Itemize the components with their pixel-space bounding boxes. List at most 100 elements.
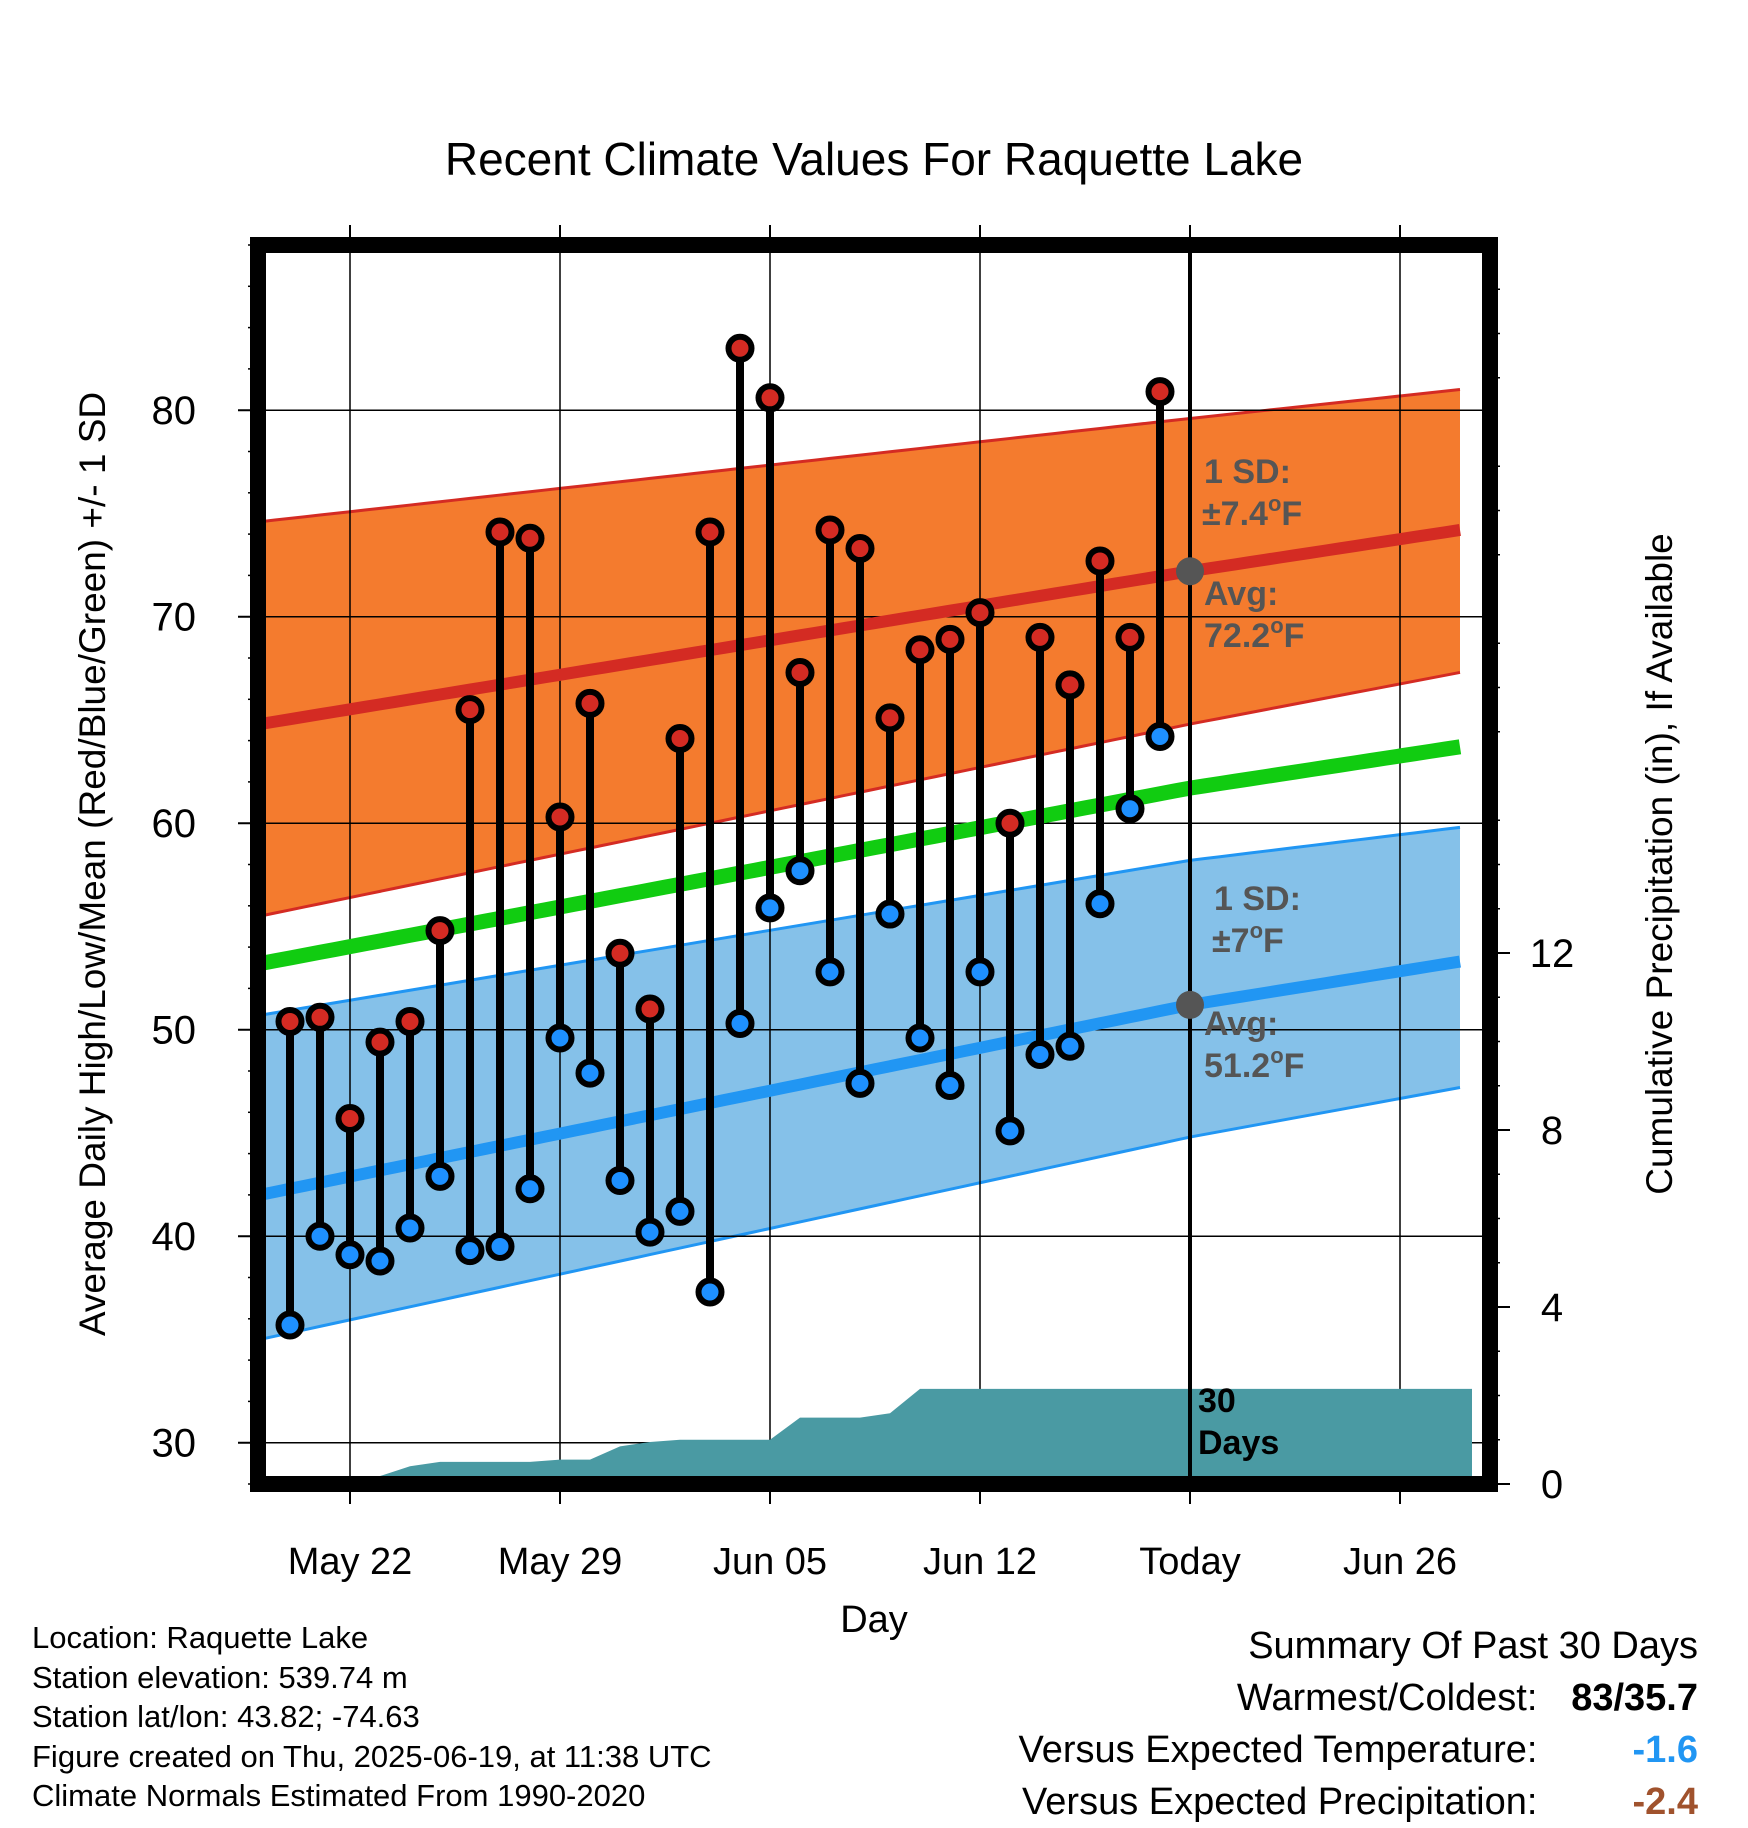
low-sd-label: 1 SD: [1214,880,1301,918]
high-point [665,724,695,754]
y2-tick-label: 12 [1530,932,1575,976]
high-point [965,598,995,628]
high-point [485,517,515,547]
low-point [545,1023,575,1053]
x-tick-label: May 29 [498,1541,623,1583]
low-point [305,1221,335,1251]
temp-row: Versus Expected Temperature: -1.6 [1019,1724,1698,1776]
temp-label: Versus Expected Temperature: [1018,1729,1538,1771]
x-tick-label: Jun 12 [923,1541,1037,1583]
station-info: Location: Raquette Lake Station elevatio… [32,1618,712,1816]
warmest-value: 83/35.7 [1571,1677,1698,1719]
y-axis-label: Average Daily High/Low/Mean (Red/Blue/Gr… [72,392,113,1336]
low-point [1085,889,1115,919]
precip-label: Versus Expected Precipitation: [1022,1781,1538,1823]
low-point [365,1246,395,1276]
y-tick-label: 60 [152,802,197,846]
high-point [1145,377,1175,407]
summary-title: Summary Of Past 30 Days [1248,1625,1698,1667]
low-point [275,1310,305,1340]
low-point [395,1213,425,1243]
low-avg-value: 51.2oF [1204,1043,1304,1085]
high-point [845,534,875,564]
high-point [305,1002,335,1032]
high-upper-edge [259,388,1461,524]
low-point [875,899,905,929]
high-point [695,517,725,547]
low-point [635,1217,665,1247]
location-text: Location: Raquette Lake [32,1620,369,1655]
x-axis-label: Day [840,1599,908,1641]
low-point [785,856,815,886]
high-point [725,333,755,363]
high-point [515,523,545,553]
low-point [1115,794,1145,824]
days-label-number: 30 [1198,1382,1236,1420]
summary-panel: Summary Of Past 30 Days Warmest/Coldest:… [1019,1620,1698,1828]
warmest-label: Warmest/Coldest: [1236,1677,1538,1719]
y-tick-label: 30 [152,1422,197,1466]
y2-tick-label: 4 [1541,1286,1563,1330]
x-tick-label: Jun 05 [713,1541,827,1583]
y2-tick-label: 0 [1541,1463,1563,1507]
low-point [455,1236,485,1266]
high-point [1115,622,1145,652]
y2-tick-label: 8 [1541,1109,1563,1153]
low-point [665,1196,695,1226]
today-low-avg-marker [1176,990,1204,1019]
high-point [785,657,815,687]
high-point [545,802,575,832]
low-point [1145,721,1175,751]
x-tick-label: Today [1139,1541,1240,1583]
y-tick-label: 50 [152,1009,197,1053]
y-tick-label: 70 [152,596,197,640]
low-point [995,1116,1025,1146]
low-point [965,957,995,987]
elevation-text: Station elevation: 539.74 m [32,1659,408,1695]
days-label-text: Days [1198,1424,1279,1462]
precip-area [350,1388,1472,1484]
chart-title: Recent Climate Values For Raquette Lake [445,133,1303,185]
low-point [335,1240,365,1270]
low-point [515,1174,545,1204]
low-point [695,1277,725,1307]
high-avg-label: Avg: [1204,575,1278,613]
high-avg-value: 72.2oF [1204,613,1304,655]
low-point [1025,1039,1055,1069]
today-high-avg-marker [1176,557,1204,586]
low-avg-label: Avg: [1204,1005,1278,1043]
low-sd-value: ±7oF [1212,918,1284,960]
high-point [575,688,605,718]
low-point [605,1165,635,1195]
low-point [725,1009,755,1039]
temp-value: -1.6 [1632,1729,1698,1771]
x-tick-label: May 22 [288,1541,413,1583]
high-sd-value: ±7.4oF [1202,491,1302,533]
high-point [905,635,935,665]
warmest-row: Warmest/Coldest: 83/35.7 [1019,1672,1698,1724]
low-point [935,1070,965,1100]
high-point [635,994,665,1024]
y-tick-label: 80 [152,389,197,433]
low-point [1055,1031,1085,1061]
high-point [1025,622,1055,652]
normals-text: Climate Normals Estimated From 1990-2020 [32,1778,646,1813]
high-point [995,808,1025,838]
low-point [845,1068,875,1098]
precip-row: Versus Expected Precipitation: -2.4 [1019,1776,1698,1828]
high-point [815,515,845,545]
x-tick-label: Jun 26 [1343,1541,1457,1583]
created-text: Figure created on Thu, 2025-06-19, at 11… [32,1738,712,1774]
low-point [755,893,785,923]
high-point [395,1006,425,1036]
high-point [935,624,965,654]
latlon-text: Station lat/lon: 43.82; -74.63 [32,1699,420,1734]
low-point [425,1161,455,1191]
high-point [425,916,455,946]
y2-axis-label: Cumulative Precipitation (in), If Availa… [1639,533,1680,1195]
high-point [455,695,485,725]
high-point [365,1027,395,1057]
